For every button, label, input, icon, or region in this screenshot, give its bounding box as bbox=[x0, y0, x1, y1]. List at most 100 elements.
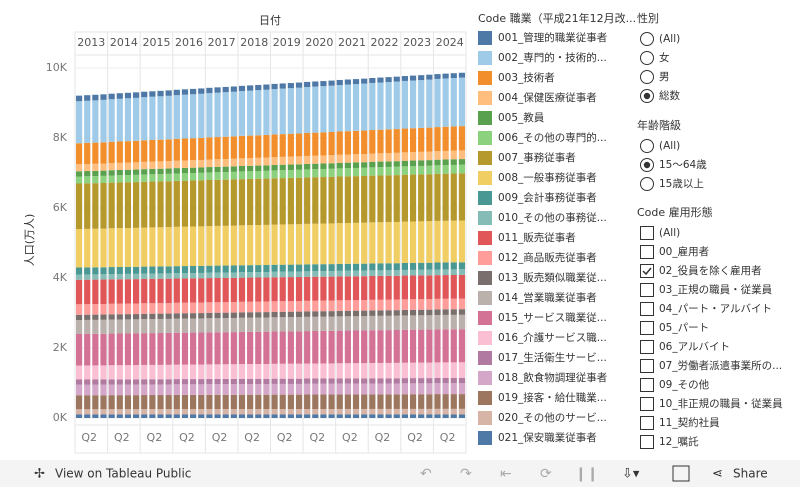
bar-segment bbox=[190, 226, 197, 266]
filter-option[interactable]: 10_非正規の職員・従業員 bbox=[659, 397, 783, 410]
radio-dot[interactable] bbox=[643, 92, 651, 100]
filter-option[interactable]: 15～64歳 bbox=[659, 159, 707, 171]
checkbox[interactable] bbox=[640, 321, 654, 335]
bar-segment bbox=[198, 93, 205, 138]
filter-option[interactable]: 07_労働者派遣事業所の... bbox=[659, 359, 782, 372]
bar-segment bbox=[458, 408, 466, 415]
bar-segment bbox=[141, 313, 148, 320]
bar-segment bbox=[393, 383, 400, 395]
checkbox[interactable] bbox=[640, 397, 654, 411]
filter-option[interactable]: 03_正規の職員・従業員 bbox=[659, 283, 773, 296]
radio-button[interactable] bbox=[640, 177, 654, 191]
bar-segment bbox=[377, 362, 384, 379]
share-icon[interactable]: ⋖ bbox=[712, 467, 723, 482]
bar-segment bbox=[141, 91, 148, 98]
checkbox[interactable] bbox=[640, 416, 654, 430]
bar-segment bbox=[320, 223, 327, 265]
footer-link[interactable]: ✢ View on Tableau Public bbox=[34, 467, 191, 482]
filter-option[interactable]: 総数 bbox=[659, 89, 680, 102]
bar-segment bbox=[287, 264, 294, 272]
checkbox[interactable] bbox=[640, 302, 654, 316]
radio-button[interactable] bbox=[640, 51, 654, 65]
filter-option[interactable]: 女 bbox=[659, 51, 670, 64]
bar-segment bbox=[165, 384, 172, 396]
bar-segment bbox=[181, 138, 189, 161]
bar-segment bbox=[450, 298, 457, 310]
filter-option[interactable]: (All) bbox=[659, 140, 680, 152]
bar-segment bbox=[369, 175, 376, 223]
filter-option[interactable]: 00_雇用者 bbox=[659, 245, 709, 258]
bar-segment bbox=[190, 332, 197, 365]
bar-segment bbox=[181, 379, 189, 385]
bar-segment bbox=[442, 394, 449, 409]
bar-segment bbox=[190, 302, 197, 314]
undo-icon[interactable]: ↶ bbox=[420, 466, 432, 482]
bar-segment bbox=[271, 378, 278, 384]
filter-option[interactable]: 12_嘱託 bbox=[659, 435, 699, 448]
bar-segment bbox=[450, 173, 457, 221]
bar-segment bbox=[418, 165, 425, 175]
checkbox[interactable] bbox=[640, 359, 654, 373]
bar-segment bbox=[328, 271, 335, 277]
bar-segment bbox=[181, 180, 189, 227]
bar-segment bbox=[181, 313, 189, 319]
radio-button[interactable] bbox=[640, 139, 654, 153]
bar-segment bbox=[369, 167, 376, 176]
checkbox[interactable] bbox=[640, 264, 654, 278]
checkbox[interactable] bbox=[640, 245, 654, 259]
checkbox[interactable] bbox=[640, 340, 654, 354]
filter-option[interactable]: 男 bbox=[659, 71, 670, 83]
filter-option[interactable]: 02_役員を除く雇用者 bbox=[659, 264, 762, 277]
bar-segment bbox=[287, 331, 294, 364]
bar-segment bbox=[393, 263, 400, 271]
filter-option[interactable]: (All) bbox=[659, 33, 680, 45]
bar-segment bbox=[157, 364, 164, 380]
filter-option[interactable]: 04_パート・アルバイト bbox=[659, 303, 772, 315]
bar-segment bbox=[108, 267, 115, 275]
bar-segment bbox=[75, 164, 83, 172]
bar-segment bbox=[450, 394, 457, 409]
bar-segment bbox=[116, 162, 123, 170]
bar-segment bbox=[247, 301, 254, 313]
checkbox[interactable] bbox=[640, 435, 654, 449]
bar-segment bbox=[312, 163, 319, 170]
checkbox[interactable] bbox=[640, 226, 654, 240]
bar-segment bbox=[165, 273, 172, 279]
checkbox[interactable] bbox=[640, 283, 654, 297]
bar-segment bbox=[116, 319, 123, 334]
footer-link-text[interactable]: View on Tableau Public bbox=[55, 467, 191, 481]
radio-button[interactable] bbox=[640, 32, 654, 46]
bar-segment bbox=[255, 157, 262, 166]
pause-icon[interactable]: ❙❙ bbox=[575, 466, 598, 482]
download-icon[interactable]: ⇩▾ bbox=[622, 467, 640, 482]
bar-segment bbox=[206, 384, 213, 395]
filter-option[interactable]: 09_その他 bbox=[659, 378, 710, 391]
filter-option[interactable]: 05_パート bbox=[659, 322, 709, 334]
filter-option[interactable]: 15歳以上 bbox=[659, 178, 704, 190]
refresh-icon[interactable]: ⟳ bbox=[540, 466, 552, 482]
checkbox[interactable] bbox=[640, 378, 654, 392]
bar-segment bbox=[426, 262, 433, 270]
share-text[interactable]: Share bbox=[733, 467, 768, 481]
radio-dot[interactable] bbox=[643, 161, 651, 169]
bar-segment bbox=[320, 81, 327, 87]
legend-label: 018_飲食物調理従事者 bbox=[498, 371, 607, 384]
filter-option[interactable]: 11_契約社員 bbox=[659, 416, 720, 429]
bar-segment bbox=[100, 379, 107, 385]
bar-segment bbox=[116, 379, 123, 385]
fullscreen-icon[interactable] bbox=[672, 465, 690, 482]
bar-segment bbox=[450, 414, 457, 418]
bar-segment bbox=[100, 333, 107, 366]
radio-button[interactable] bbox=[640, 70, 654, 84]
bar-segment bbox=[287, 311, 294, 318]
filter-option[interactable]: 06_アルバイト bbox=[659, 341, 730, 353]
bar-segment bbox=[263, 301, 270, 313]
revert-icon[interactable]: ⇤ bbox=[500, 466, 512, 482]
redo-icon[interactable]: ↷ bbox=[460, 466, 472, 482]
bar-segment bbox=[369, 299, 376, 311]
filter-option[interactable]: (All) bbox=[659, 227, 680, 239]
checkmark[interactable] bbox=[642, 267, 652, 276]
bar-segment bbox=[132, 92, 140, 98]
bar-segment bbox=[198, 414, 205, 418]
bar-segment bbox=[336, 330, 343, 364]
